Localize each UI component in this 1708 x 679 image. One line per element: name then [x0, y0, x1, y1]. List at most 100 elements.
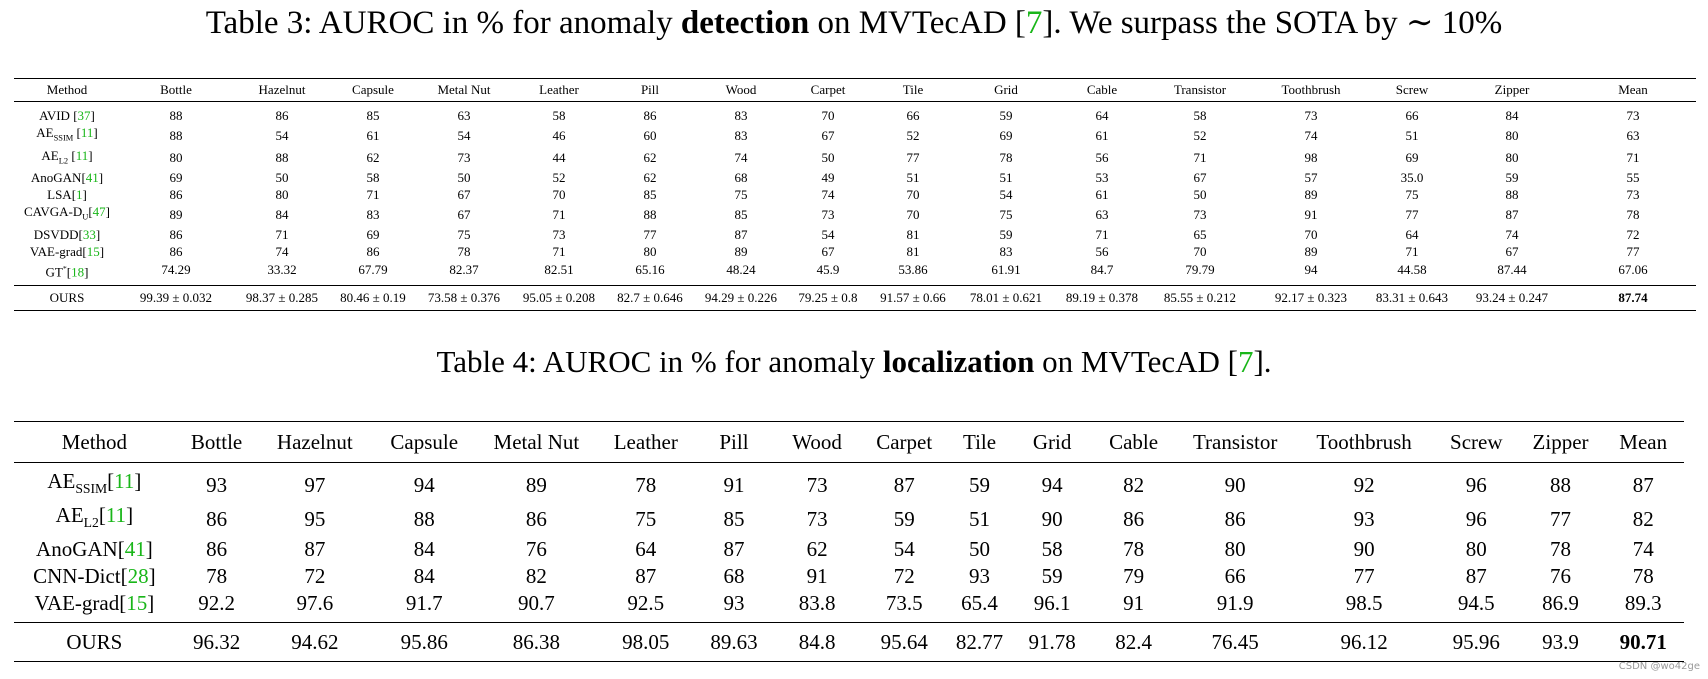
method-name: GT: [45, 264, 63, 280]
table-cell: 63: [457, 108, 471, 123]
table-cell: 97: [304, 472, 326, 497]
table-cell: 67: [821, 127, 835, 143]
column-header: Transistor: [1175, 421, 1295, 463]
table-cell: 72: [893, 564, 915, 589]
table-cell: 52: [1193, 127, 1207, 143]
column-header: Method: [14, 78, 120, 102]
method-name-cell: VAE-grad[15]: [34, 591, 155, 616]
table-cell: 73: [552, 226, 566, 242]
table-cell: 87: [1505, 206, 1519, 222]
table-cell: 78: [999, 150, 1013, 166]
table-cell: 95.96: [1433, 622, 1519, 663]
table-cell: 82.7 ± 0.646: [604, 285, 696, 312]
table-cell: 90: [1353, 537, 1375, 562]
table-row: CAVGA-DU[47] 89 84 83 67 71 88 85 73 70 75 63 73 91 77…: [14, 203, 1696, 226]
table-cell: 82: [1123, 472, 1145, 497]
table-cell: 71: [552, 243, 566, 259]
table-cell: 87: [723, 537, 745, 562]
method-subscript: L2: [83, 515, 99, 531]
citation-link: 15: [126, 591, 148, 616]
table-cell: 50: [275, 170, 289, 186]
table-cell: 58: [1193, 108, 1207, 123]
column-header: Hazelnut: [258, 421, 372, 463]
table-cell: 84.7: [1090, 262, 1114, 278]
table-cell: 77: [1626, 243, 1640, 259]
table-cell: 79.79: [1185, 262, 1215, 278]
method-name: CNN-Dict: [33, 564, 121, 589]
table-cell: 73.5: [885, 591, 923, 616]
table-cell: 89.19 ± 0.378: [1056, 285, 1148, 312]
table-cell: 53: [1095, 170, 1109, 186]
citation-link: 47: [92, 204, 106, 220]
table-cell: 86.9: [1542, 591, 1579, 616]
table-cell: 86: [366, 243, 380, 259]
column-header: Zipper: [1518, 421, 1603, 463]
table-cell: 65: [1193, 226, 1207, 242]
table-cell: 45.9: [816, 262, 840, 278]
table-cell: 56: [1095, 150, 1109, 166]
method-name: AE: [36, 125, 54, 140]
ours-row: OURS 99.39 ± 0.032 98.37 ± 0.285 80.46 ± 0.…: [14, 285, 1696, 312]
table-cell: 59: [893, 506, 915, 531]
table-cell: 58: [1041, 537, 1063, 562]
column-header: Grid: [1013, 421, 1092, 463]
table-cell: 82: [1632, 506, 1654, 531]
citation-link: 41: [124, 537, 146, 562]
table-cell: 59: [999, 108, 1013, 123]
table-cell: 48.24: [726, 262, 756, 278]
table-cell: 88: [643, 206, 657, 222]
table-cell: 92: [1353, 472, 1375, 497]
method-name: OURS: [14, 285, 120, 312]
table-cell: 94.5: [1457, 591, 1495, 616]
column-header: Method: [14, 421, 175, 463]
table-cell: 81: [906, 226, 920, 242]
table-cell: 86: [275, 108, 289, 123]
table-cell: 86: [1224, 506, 1246, 531]
column-header: Wood: [771, 421, 863, 463]
table-cell: 94.62: [258, 622, 372, 663]
table-cell: 87: [1632, 472, 1654, 497]
table-cell: 85: [734, 206, 748, 222]
table-cell: 54: [821, 226, 835, 242]
method-name: AnoGAN: [30, 170, 82, 186]
table-cell: 77: [906, 150, 920, 166]
table-cell: 84: [275, 206, 289, 222]
table-cell: 65.4: [961, 591, 998, 616]
table-cell: 70: [906, 206, 920, 222]
table-cell: 68: [723, 564, 745, 589]
table-row: VAE-grad[15] 86 74 86 78 71 80 89 67 81 83 56 70 89 71…: [14, 243, 1696, 260]
table-row: AVID [37] 88 86 85 63 58 86 83 70 66 59 64 58 73 66 84 7…: [14, 107, 1696, 124]
table-cell: 73: [1304, 108, 1318, 123]
table-cell: 88: [169, 127, 183, 143]
table-cell: 80: [1505, 127, 1519, 143]
column-header: Cable: [1091, 421, 1176, 463]
table-cell: 51: [969, 506, 991, 531]
table-cell: 74: [275, 243, 289, 259]
table-cell: 67.79: [358, 262, 388, 278]
table-cell: 84: [413, 537, 435, 562]
table-cell: 71: [366, 187, 380, 203]
table-cell: 91: [806, 564, 828, 589]
table-row: AnoGAN[41] 86 87 84 76 64 87 62 54 50 58 78 80 90 80 78…: [14, 536, 1684, 563]
table-cell: 64: [1095, 108, 1109, 123]
table-cell: 73: [1626, 187, 1640, 203]
table-cell: 79.25 ± 0.8: [786, 285, 870, 312]
table-cell: 89: [1304, 187, 1318, 203]
table-cell: 69: [366, 226, 380, 242]
citation-link: 11: [80, 125, 94, 140]
method-name-cell: CAVGA-DU[47]: [23, 204, 111, 222]
table-cell: 95: [304, 506, 326, 531]
table-cell: 89.63: [696, 622, 772, 663]
table-cell: 70: [1304, 226, 1318, 242]
table-cell: 91: [1123, 591, 1145, 616]
column-header: Screw: [1433, 421, 1519, 463]
table-cell: 87: [893, 472, 915, 497]
table-cell: 73: [1193, 206, 1207, 222]
table-cell: 85: [643, 187, 657, 203]
method-name-cell: CNN-Dict[28]: [33, 564, 156, 589]
table-cell: 78: [457, 243, 471, 259]
table-cell: 88: [169, 108, 183, 123]
table-cell: 67: [1193, 170, 1207, 186]
table-cell: 72: [304, 564, 326, 589]
table-cell: 76: [1550, 564, 1572, 589]
